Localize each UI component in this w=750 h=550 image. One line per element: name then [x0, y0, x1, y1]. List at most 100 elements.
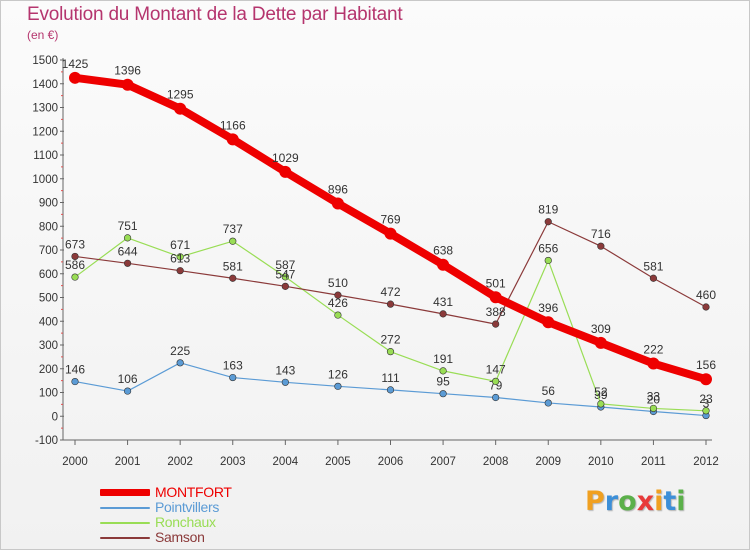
logo-letter: P [585, 486, 605, 517]
y-tick-label: 1200 [32, 126, 58, 138]
data-point-montfort [700, 373, 712, 386]
legend-item-samson: Samson [100, 530, 400, 545]
data-label-ronchaux: 426 [328, 296, 348, 310]
data-point-montfort [226, 133, 239, 146]
y-tick-label: 1100 [33, 150, 58, 162]
y-tick-label: 200 [39, 364, 58, 376]
x-tick-label: 2007 [430, 456, 456, 468]
legend-item-pointvillers: Pointvillers [100, 500, 400, 515]
logo-letter: t [663, 486, 677, 517]
data-label-montfort: 1425 [62, 57, 89, 71]
data-label-pointvillers: 20 [647, 393, 661, 407]
data-point-samson [702, 303, 710, 311]
data-point-samson [649, 274, 658, 282]
y-tick-label: -100 [35, 435, 58, 447]
data-label-montfort: 1029 [272, 151, 299, 165]
x-tick-label: 2012 [693, 456, 719, 468]
y-tick-label: 1400 [32, 79, 58, 91]
y-tick-label: 900 [39, 198, 58, 210]
data-label-montfort: 501 [486, 276, 506, 290]
data-point-montfort [437, 258, 450, 271]
legend-label: Samson [155, 529, 205, 545]
data-label-pointvillers: 56 [542, 384, 556, 398]
data-point-pointvillers [544, 399, 552, 407]
proxiti-logo: Proxiti [585, 486, 686, 517]
data-label-samson: 716 [591, 227, 611, 241]
data-point-ronchaux [229, 237, 237, 245]
data-label-pointvillers: 146 [65, 363, 85, 377]
y-tick-label: 500 [39, 293, 58, 305]
data-point-montfort [174, 102, 187, 115]
data-point-montfort [542, 316, 555, 329]
data-label-pointvillers: 111 [381, 371, 400, 385]
data-point-ronchaux [544, 256, 552, 265]
y-tick-label: 1500 [32, 55, 58, 67]
data-label-montfort: 769 [380, 213, 400, 227]
data-point-montfort [279, 165, 292, 178]
chart-subtitle: (en €) [27, 28, 59, 42]
data-point-ronchaux [439, 367, 447, 375]
y-tick-label: 700 [39, 245, 58, 257]
data-point-samson [544, 218, 552, 226]
y-tick-label: 0 [52, 411, 58, 423]
data-point-montfort [647, 357, 660, 370]
data-label-ronchaux: 737 [223, 222, 243, 236]
data-point-montfort [489, 291, 502, 304]
data-point-samson [176, 267, 184, 275]
legend-swatch [100, 489, 150, 496]
legend-label: MONTFORT [155, 484, 232, 500]
data-label-samson: 431 [433, 295, 453, 309]
data-label-pointvillers: 95 [436, 375, 450, 389]
y-tick-label: 800 [39, 221, 58, 233]
x-tick-label: 2001 [115, 456, 141, 468]
data-label-samson: 581 [643, 259, 663, 273]
chart-legend: MONTFORT Pointvillers Ronchaux Samson [100, 485, 400, 545]
logo-letter: x [636, 486, 655, 517]
data-label-montfort: 1166 [220, 118, 246, 132]
y-tick-label: 1000 [32, 174, 58, 186]
data-label-ronchaux: 23 [699, 392, 713, 406]
data-label-ronchaux: 751 [118, 219, 138, 233]
data-point-samson [492, 320, 500, 328]
data-point-pointvillers [123, 387, 132, 395]
data-label-ronchaux: 52 [594, 385, 608, 399]
logo-letter: i [676, 486, 686, 517]
legend-swatch [100, 522, 150, 524]
data-point-samson [281, 282, 289, 290]
data-label-pointvillers: 3 [703, 397, 710, 411]
data-label-samson: 547 [275, 267, 295, 281]
data-point-ronchaux [123, 234, 132, 242]
logo-letter: o [618, 486, 637, 517]
data-label-pointvillers: 39 [594, 388, 608, 402]
data-point-ronchaux [334, 311, 342, 319]
data-point-samson [123, 259, 132, 267]
data-label-ronchaux: 191 [433, 352, 453, 366]
data-point-montfort [594, 336, 607, 349]
data-label-pointvillers: 225 [170, 344, 190, 358]
data-point-samson [386, 300, 395, 308]
x-tick-label: 2005 [325, 456, 351, 468]
chart-title: Evolution du Montant de la Dette par Hab… [27, 4, 403, 25]
data-point-pointvillers [334, 382, 342, 390]
data-label-samson: 644 [118, 244, 138, 258]
y-tick-label: 600 [39, 269, 58, 281]
data-point-samson [71, 252, 79, 261]
data-label-samson: 613 [170, 252, 190, 266]
data-label-ronchaux: 671 [170, 238, 190, 252]
data-point-ronchaux [386, 348, 395, 356]
data-point-ronchaux [176, 253, 184, 261]
data-point-samson [334, 291, 342, 299]
legend-label: Pointvillers [155, 499, 220, 515]
data-label-montfort: 638 [433, 244, 453, 258]
data-label-pointvillers: 163 [223, 359, 243, 373]
data-label-samson: 819 [538, 203, 558, 217]
data-label-samson: 388 [486, 305, 506, 319]
data-label-samson: 460 [696, 288, 716, 302]
data-point-samson [439, 310, 447, 318]
data-label-ronchaux: 656 [538, 241, 558, 255]
data-point-pointvillers [229, 373, 237, 382]
data-point-pointvillers [71, 377, 79, 386]
logo-letter: i [654, 486, 664, 517]
